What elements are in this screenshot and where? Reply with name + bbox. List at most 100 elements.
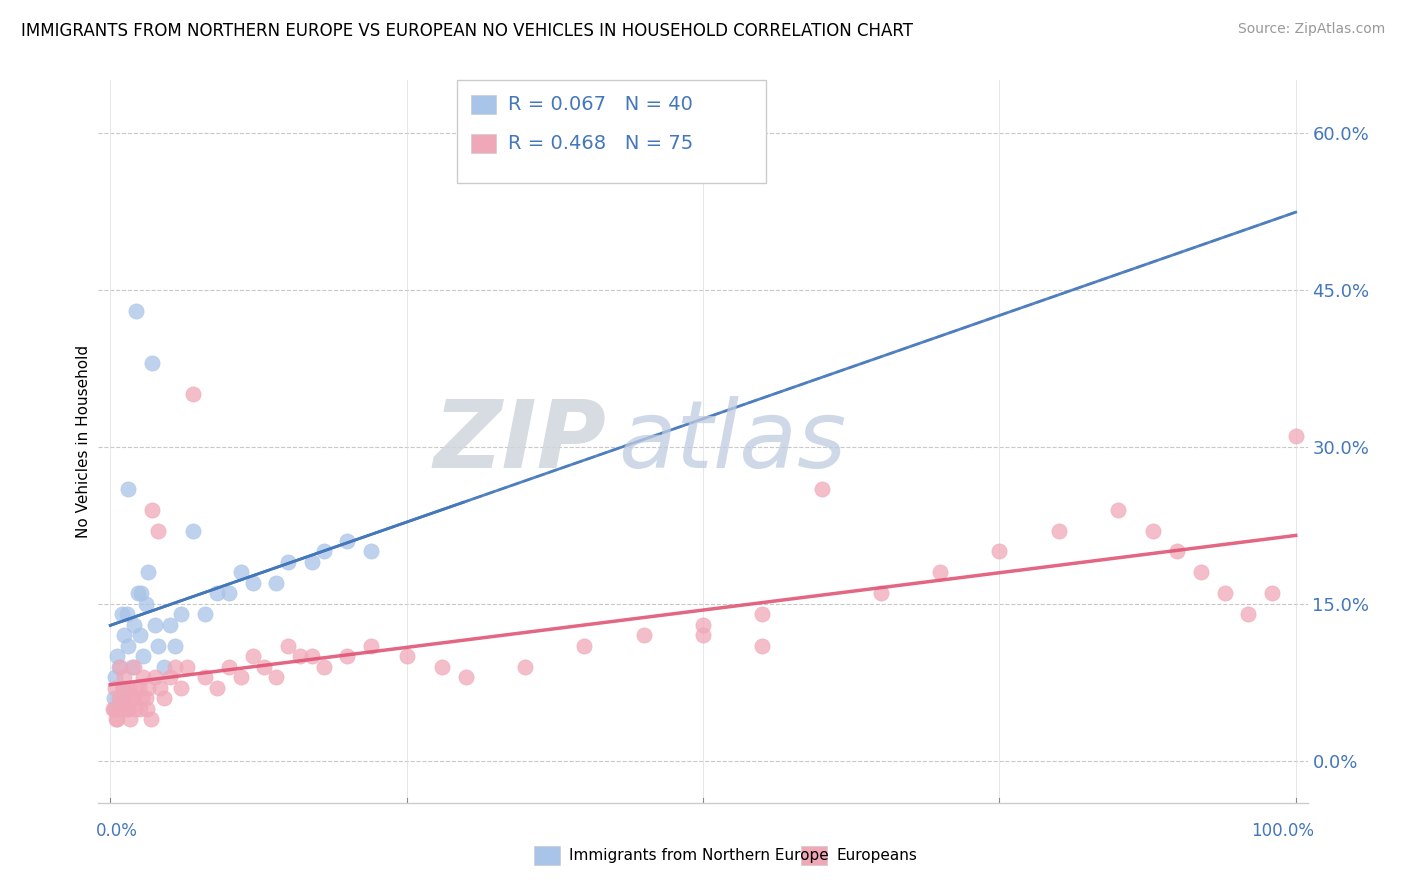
Point bbox=[218, 659, 240, 673]
Point bbox=[103, 701, 125, 715]
Point bbox=[277, 555, 299, 569]
Point bbox=[105, 712, 128, 726]
Point bbox=[869, 586, 891, 600]
Text: R = 0.468   N = 75: R = 0.468 N = 75 bbox=[508, 134, 693, 153]
Point bbox=[101, 701, 124, 715]
Point bbox=[111, 691, 134, 706]
Point bbox=[132, 649, 155, 664]
Point bbox=[395, 649, 418, 664]
Point bbox=[1285, 429, 1308, 443]
Point bbox=[170, 607, 193, 622]
Point bbox=[143, 670, 166, 684]
Point bbox=[165, 639, 187, 653]
Point bbox=[105, 712, 128, 726]
Y-axis label: No Vehicles in Household: No Vehicles in Household bbox=[76, 345, 91, 538]
Point bbox=[574, 639, 596, 653]
Point bbox=[107, 691, 129, 706]
Point bbox=[127, 586, 149, 600]
Point bbox=[170, 681, 193, 695]
Point bbox=[141, 356, 163, 370]
Text: atlas: atlas bbox=[619, 396, 846, 487]
Point bbox=[229, 670, 252, 684]
Point bbox=[264, 670, 287, 684]
Point bbox=[104, 681, 127, 695]
Point bbox=[159, 617, 181, 632]
Point bbox=[121, 691, 143, 706]
Point bbox=[125, 303, 148, 318]
Point bbox=[1142, 524, 1164, 538]
Point bbox=[181, 387, 204, 401]
Point bbox=[110, 701, 132, 715]
Point bbox=[114, 670, 136, 684]
Point bbox=[122, 659, 145, 673]
Point bbox=[117, 701, 139, 715]
Text: 100.0%: 100.0% bbox=[1251, 822, 1315, 840]
Point bbox=[336, 649, 359, 664]
Point bbox=[242, 575, 264, 590]
Point bbox=[515, 659, 537, 673]
Point bbox=[165, 659, 187, 673]
Point bbox=[288, 649, 311, 664]
Text: Europeans: Europeans bbox=[837, 848, 918, 863]
Point bbox=[301, 555, 323, 569]
Point bbox=[125, 681, 148, 695]
Text: Source: ZipAtlas.com: Source: ZipAtlas.com bbox=[1237, 22, 1385, 37]
Point bbox=[114, 691, 136, 706]
Point bbox=[115, 701, 138, 715]
Point bbox=[105, 649, 128, 664]
Point bbox=[104, 670, 127, 684]
Point bbox=[1261, 586, 1284, 600]
Point bbox=[108, 691, 131, 706]
Point bbox=[136, 566, 159, 580]
Point bbox=[633, 628, 655, 642]
Point bbox=[128, 681, 150, 695]
Point bbox=[242, 649, 264, 664]
Point bbox=[1107, 502, 1129, 516]
Point bbox=[312, 659, 335, 673]
Point bbox=[176, 659, 198, 673]
Point bbox=[218, 586, 240, 600]
Point bbox=[107, 659, 129, 673]
Point bbox=[432, 659, 454, 673]
Point bbox=[108, 659, 131, 673]
Point bbox=[112, 681, 135, 695]
Point bbox=[139, 712, 162, 726]
Point bbox=[124, 701, 146, 715]
Point bbox=[146, 639, 169, 653]
Point bbox=[1237, 607, 1260, 622]
Point bbox=[810, 482, 832, 496]
Text: R = 0.067   N = 40: R = 0.067 N = 40 bbox=[508, 95, 692, 114]
Point bbox=[253, 659, 276, 673]
Point bbox=[152, 659, 174, 673]
Point bbox=[751, 639, 773, 653]
Point bbox=[301, 649, 323, 664]
Point bbox=[131, 691, 153, 706]
Point bbox=[929, 566, 952, 580]
Point bbox=[751, 607, 773, 622]
Point bbox=[105, 701, 128, 715]
Point bbox=[692, 617, 714, 632]
Point bbox=[454, 670, 477, 684]
Point bbox=[129, 628, 152, 642]
Point bbox=[135, 597, 157, 611]
Point bbox=[229, 566, 252, 580]
Point bbox=[118, 681, 141, 695]
Point bbox=[312, 544, 335, 558]
Point bbox=[149, 681, 172, 695]
Point bbox=[336, 534, 359, 549]
Point bbox=[1189, 566, 1212, 580]
Point bbox=[103, 691, 125, 706]
Point bbox=[111, 607, 134, 622]
Point bbox=[205, 681, 228, 695]
Point bbox=[136, 681, 159, 695]
Point bbox=[1166, 544, 1188, 558]
Point bbox=[205, 586, 228, 600]
Point bbox=[143, 617, 166, 632]
Point bbox=[135, 691, 157, 706]
Point bbox=[136, 701, 159, 715]
Point bbox=[264, 575, 287, 590]
Point bbox=[194, 670, 217, 684]
Point bbox=[360, 639, 382, 653]
Point bbox=[277, 639, 299, 653]
Point bbox=[194, 607, 217, 622]
